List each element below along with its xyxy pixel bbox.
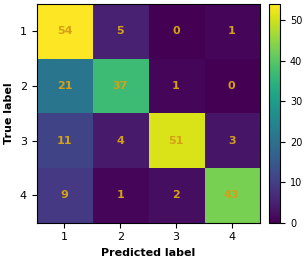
Text: 51: 51 (168, 136, 184, 146)
Text: 3: 3 (228, 136, 236, 146)
X-axis label: Predicted label: Predicted label (101, 248, 195, 258)
Text: 1: 1 (172, 81, 180, 91)
Text: 1: 1 (228, 26, 236, 36)
Text: 1: 1 (116, 190, 124, 200)
Text: 54: 54 (57, 26, 72, 36)
Text: 2: 2 (172, 190, 180, 200)
Text: 4: 4 (116, 136, 124, 146)
Text: 9: 9 (61, 190, 68, 200)
Text: 11: 11 (57, 136, 72, 146)
Text: 21: 21 (57, 81, 72, 91)
Text: 0: 0 (172, 26, 180, 36)
Text: 0: 0 (228, 81, 236, 91)
Text: 43: 43 (224, 190, 240, 200)
Text: 5: 5 (116, 26, 124, 36)
Text: 37: 37 (113, 81, 128, 91)
Y-axis label: True label: True label (4, 83, 14, 144)
